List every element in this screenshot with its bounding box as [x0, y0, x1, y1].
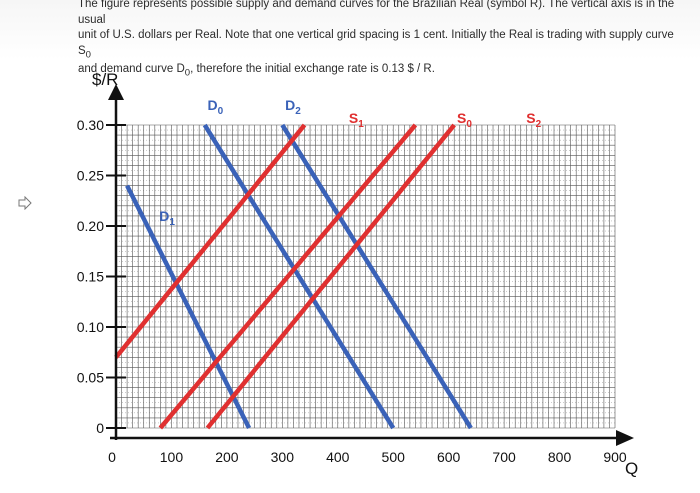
- demand-curve-d2: [280, 123, 473, 430]
- problem-line-2: unit of U.S. dollars per Real. Note that…: [78, 28, 683, 62]
- demand-label-d2: D2: [285, 97, 301, 117]
- y-tick-label: 0.10: [77, 319, 104, 335]
- supply-curve-s0: [158, 123, 418, 430]
- demand-label-d1: D1: [159, 208, 175, 228]
- supply-label-s0: S0: [457, 110, 472, 130]
- demand-curve-d1: [125, 184, 252, 430]
- chart-grid: [115, 124, 616, 429]
- x-tick-label: 0: [108, 449, 116, 465]
- y-tick-label: 0.30: [77, 117, 104, 133]
- y-axis-arrow-icon: [108, 84, 124, 100]
- y-tick-label: 0.25: [77, 168, 104, 184]
- supply-curve-s1: [114, 123, 307, 359]
- x-axis-arrow-icon: [616, 430, 634, 446]
- x-tick-label: 500: [382, 449, 406, 465]
- problem-line-3-sub: 0: [184, 67, 191, 79]
- x-tick-label: 800: [548, 449, 572, 465]
- x-tick-label: 100: [160, 449, 184, 465]
- problem-statement: The figure represents possible supply an…: [78, 0, 683, 81]
- x-tick-label: 300: [271, 449, 295, 465]
- chart-curves: [114, 123, 473, 430]
- chart-curve-labels: D0 D1 D2 S1 S0 S2: [159, 97, 541, 228]
- problem-line-2-text: unit of U.S. dollars per Real. Note that…: [78, 29, 674, 57]
- x-tick-label: 600: [437, 449, 461, 465]
- chart-axes: $/R Q: [92, 70, 638, 478]
- chart-ticks: 0 0.05 0.10 0.15 0.20 0.25 0.30 0 100 200 300 400 50…: [77, 117, 627, 465]
- supply-label-s2: S2: [526, 110, 541, 130]
- x-tick-label: 400: [326, 449, 350, 465]
- x-tick-label: 200: [215, 449, 239, 465]
- y-axis-label: $/R: [92, 70, 118, 89]
- x-axis-label: Q: [625, 459, 638, 478]
- problem-line-3-text-b: , therefore the initial exchange rate is…: [190, 63, 435, 76]
- problem-line-2-sub: 0: [85, 48, 91, 60]
- supply-curve-s2: [205, 123, 456, 430]
- mouse-cursor-icon: [18, 196, 32, 210]
- demand-label-d0: D0: [207, 97, 223, 117]
- problem-line-3: and demand curve D0, therefore the initi…: [78, 62, 683, 81]
- y-tick-label: 0.20: [77, 218, 104, 234]
- y-tick-label: 0.05: [77, 370, 104, 386]
- y-tick-label: 0.15: [77, 269, 104, 285]
- x-tick-label: 900: [603, 449, 627, 465]
- y-tick-label: 0: [96, 420, 104, 436]
- demand-curve-d0: [202, 123, 396, 430]
- supply-label-s1: S1: [349, 110, 364, 130]
- problem-line-3-text-a: and demand curve D: [78, 63, 185, 76]
- x-tick-label: 700: [492, 449, 516, 465]
- problem-line-1: The figure represents possible supply an…: [78, 0, 675, 26]
